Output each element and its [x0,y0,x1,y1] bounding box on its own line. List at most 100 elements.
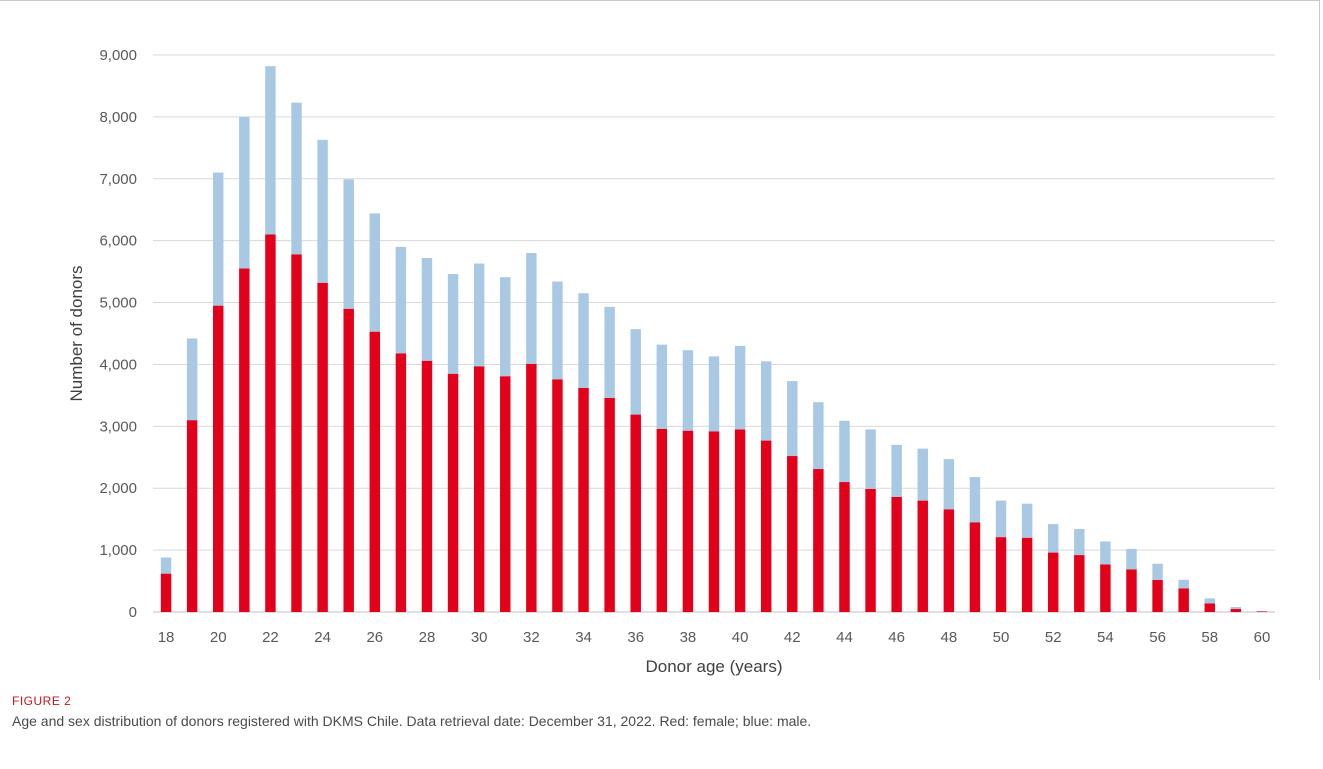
bar-female [891,496,902,612]
bar-male [1204,598,1215,604]
bar-female [682,430,694,612]
bar-male [343,179,354,309]
y-tick-labels: 0 1,000 2,000 3,000 4,000 5,000 6,000 7,000 8,00… [99,47,137,621]
bar-male [473,263,485,367]
bar-male [760,361,772,441]
bar-female [317,282,328,612]
x-tick-label: 34 [575,629,592,646]
figure-caption: Age and sex distribution of donors regis… [12,713,812,729]
x-tick-label: 48 [940,629,957,646]
bar-female [995,537,1007,612]
bar-female [421,360,433,612]
bar-male [1152,563,1163,580]
y-tick-label: 8,000 [99,109,137,126]
bar-male [734,345,746,430]
x-tick-label: 26 [366,629,383,646]
bar-male [1230,607,1242,609]
x-tick-label: 36 [627,629,644,646]
bar-male [578,293,589,388]
bar-male [708,356,720,432]
x-tick-label: 58 [1201,629,1218,646]
bar-female [813,469,824,612]
bar-female [1100,564,1111,612]
bar-male [839,420,850,483]
y-tick-label: 4,000 [99,356,137,373]
bar-female [917,500,928,612]
bar-female [395,353,407,612]
y-tick-label: 1,000 [99,542,137,559]
bar-female [265,234,276,612]
bar-female [473,366,485,612]
bar-female [865,488,876,612]
x-axis-title: Donor age (years) [645,657,782,676]
bar-female [1126,569,1137,612]
bar-male [1178,579,1189,589]
bar-male [552,281,563,380]
bar-female [630,414,641,612]
bar-female [969,522,981,612]
bar-male [186,338,198,421]
bar-male [1047,524,1059,553]
x-tick-label: 60 [1254,629,1271,646]
bar-female [839,482,850,612]
bar-male [265,66,276,235]
x-tick-label: 50 [993,629,1010,646]
bar-male [813,402,824,470]
bar-male [1126,548,1137,570]
bar-female [186,420,198,612]
bar-male [395,246,407,354]
x-tick-label: 52 [1045,629,1062,646]
bar-female [734,429,746,612]
y-tick-label: 6,000 [99,233,137,250]
bar-male [630,329,641,415]
bar-male [317,139,328,283]
bar-female [552,379,563,612]
x-tick-label: 24 [314,629,331,646]
x-tick-labels: 18 20 22 24 26 28 30 32 34 36 38 40 42 44 46 48 50 52 54 56… [158,629,1271,646]
bar-female [291,254,302,612]
bar-female [708,431,720,612]
x-tick-label: 30 [471,629,488,646]
bar-female [604,397,615,612]
bar-female [343,308,354,612]
bar-female [656,428,668,612]
y-tick-label: 7,000 [99,171,137,188]
bar-female [526,363,537,612]
bar-male [995,500,1007,538]
bar-series [160,66,1268,612]
x-tick-label: 42 [784,629,801,646]
bar-male [865,429,876,489]
bar-female [1230,608,1242,612]
bar-female [1178,588,1189,612]
stacked-bar-chart: 0 1,000 2,000 3,000 4,000 5,000 6,000 7,000 8,00… [67,47,1275,676]
bar-male [213,172,224,306]
bar-female [369,331,381,612]
x-tick-label: 28 [419,629,436,646]
bar-male [943,459,955,510]
bar-female [1256,611,1268,612]
figure-frame [0,0,1320,680]
bar-female [943,509,955,612]
x-tick-label: 18 [158,629,175,646]
bar-female [1047,552,1059,612]
bar-male [500,277,511,377]
bar-male [1021,503,1033,538]
bar-female [239,268,250,612]
bar-male [969,477,981,523]
x-tick-label: 38 [680,629,697,646]
x-tick-label: 20 [210,629,227,646]
x-tick-label: 54 [1097,629,1114,646]
x-tick-label: 46 [888,629,905,646]
bar-female [500,376,511,612]
x-tick-label: 56 [1149,629,1166,646]
bar-male [160,557,172,574]
y-tick-label: 3,000 [99,418,137,435]
bar-male [526,253,537,364]
bar-male [291,102,302,255]
bar-female [213,305,224,612]
bar-male [604,306,615,398]
bar-female [1152,579,1163,612]
x-tick-label: 32 [523,629,540,646]
bar-female [447,373,459,612]
bar-female [760,440,772,612]
